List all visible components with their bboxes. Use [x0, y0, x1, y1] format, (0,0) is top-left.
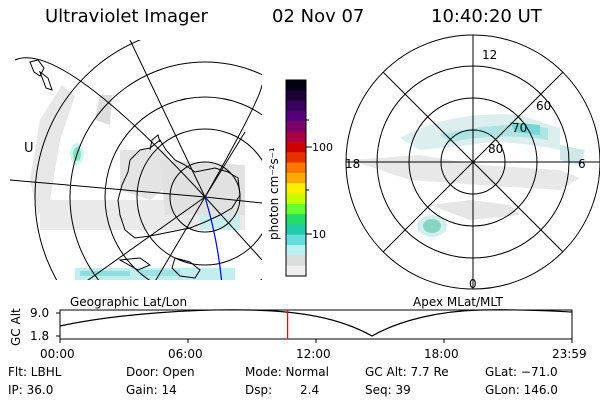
colorbar-band	[286, 245, 306, 256]
colorbar-tick-10: 10	[312, 228, 326, 241]
xtick-1200: 12:00	[296, 347, 331, 361]
colorbar-band	[286, 90, 306, 102]
timeline-ylabel: GC Alt	[9, 308, 23, 346]
mlt-label-6: 6	[578, 157, 586, 171]
colorbar-band	[286, 131, 306, 143]
info-glon: GLon: 146.0	[485, 383, 558, 397]
date-label: 02 Nov 07	[272, 6, 365, 27]
lat-label-60: 60	[536, 99, 551, 113]
info-gain: Gain: 14	[126, 383, 177, 397]
info-seq: Seq: 39	[365, 383, 411, 397]
colorbar-band	[286, 100, 306, 112]
colorbar-frame	[285, 79, 307, 277]
info-dsp-label: Dsp:	[245, 383, 273, 397]
colorbar-band	[286, 265, 306, 277]
left-panel-label: Geographic Lat/Lon	[70, 295, 188, 309]
colorbar-tick-100: 100	[312, 141, 333, 154]
geographic-map	[9, 40, 262, 280]
colorbar-band	[286, 162, 306, 174]
info-door: Door: Open	[126, 365, 195, 379]
colorbar-band	[286, 234, 306, 246]
lat-label-70: 70	[512, 121, 527, 135]
info-gc-alt: GC Alt: 7.7 Re	[365, 365, 449, 379]
altitude-curve	[59, 309, 573, 337]
mlt-label-0: 0	[469, 277, 477, 291]
right-panel-label: Apex MLat/MLT	[413, 295, 503, 309]
time-label: 10:40:20 UT	[431, 6, 542, 27]
xtick-0000: 00:00	[40, 347, 75, 361]
edge-letter: U	[24, 141, 34, 156]
colorbar-band	[286, 255, 306, 267]
coastline	[29, 59, 241, 279]
info-dsp-value: 2.4	[300, 383, 320, 397]
xtick-1800: 18:00	[424, 347, 459, 361]
xtick-0600: 06:00	[168, 347, 203, 361]
info-ip: IP: 36.0	[8, 383, 54, 397]
left-emission	[30, 85, 245, 280]
ytick-9: 9.0	[30, 306, 49, 320]
colorbar-band	[286, 141, 306, 153]
timeline-ticks	[56, 312, 573, 343]
info-glat: GLat: −71.0	[485, 365, 558, 379]
colorbar-band	[286, 224, 306, 236]
mlt-label-12: 12	[482, 48, 497, 62]
colorbar-unit-label: photon cm⁻²s⁻¹	[267, 147, 281, 240]
ground-track	[204, 196, 223, 280]
colorbar-band	[286, 183, 306, 195]
instrument-title: Ultraviolet Imager	[45, 6, 208, 27]
colorbar-band	[286, 193, 306, 205]
colorbar-ticks	[306, 119, 312, 235]
colorbar-band	[286, 152, 306, 164]
colorbar-band	[286, 172, 306, 184]
colorbar-band	[286, 121, 306, 133]
colorbar-band	[286, 80, 306, 91]
lat-label-80: 80	[488, 142, 503, 156]
colorbar-gradient	[286, 80, 306, 277]
magnetic-polar-map	[350, 114, 585, 237]
colorbar-band	[286, 203, 306, 215]
info-mode: Mode: Normal	[245, 365, 329, 379]
colorbar-band	[286, 214, 306, 226]
mlt-label-18: 18	[345, 157, 360, 171]
magnetic-grid	[345, 34, 600, 290]
colorbar-band	[286, 110, 306, 122]
xtick-2359: 23:59	[552, 347, 587, 361]
info-flt: Flt: LBHL	[8, 365, 62, 379]
latitude-rings	[34, 40, 262, 280]
ytick-1-8: 1.8	[30, 329, 49, 343]
